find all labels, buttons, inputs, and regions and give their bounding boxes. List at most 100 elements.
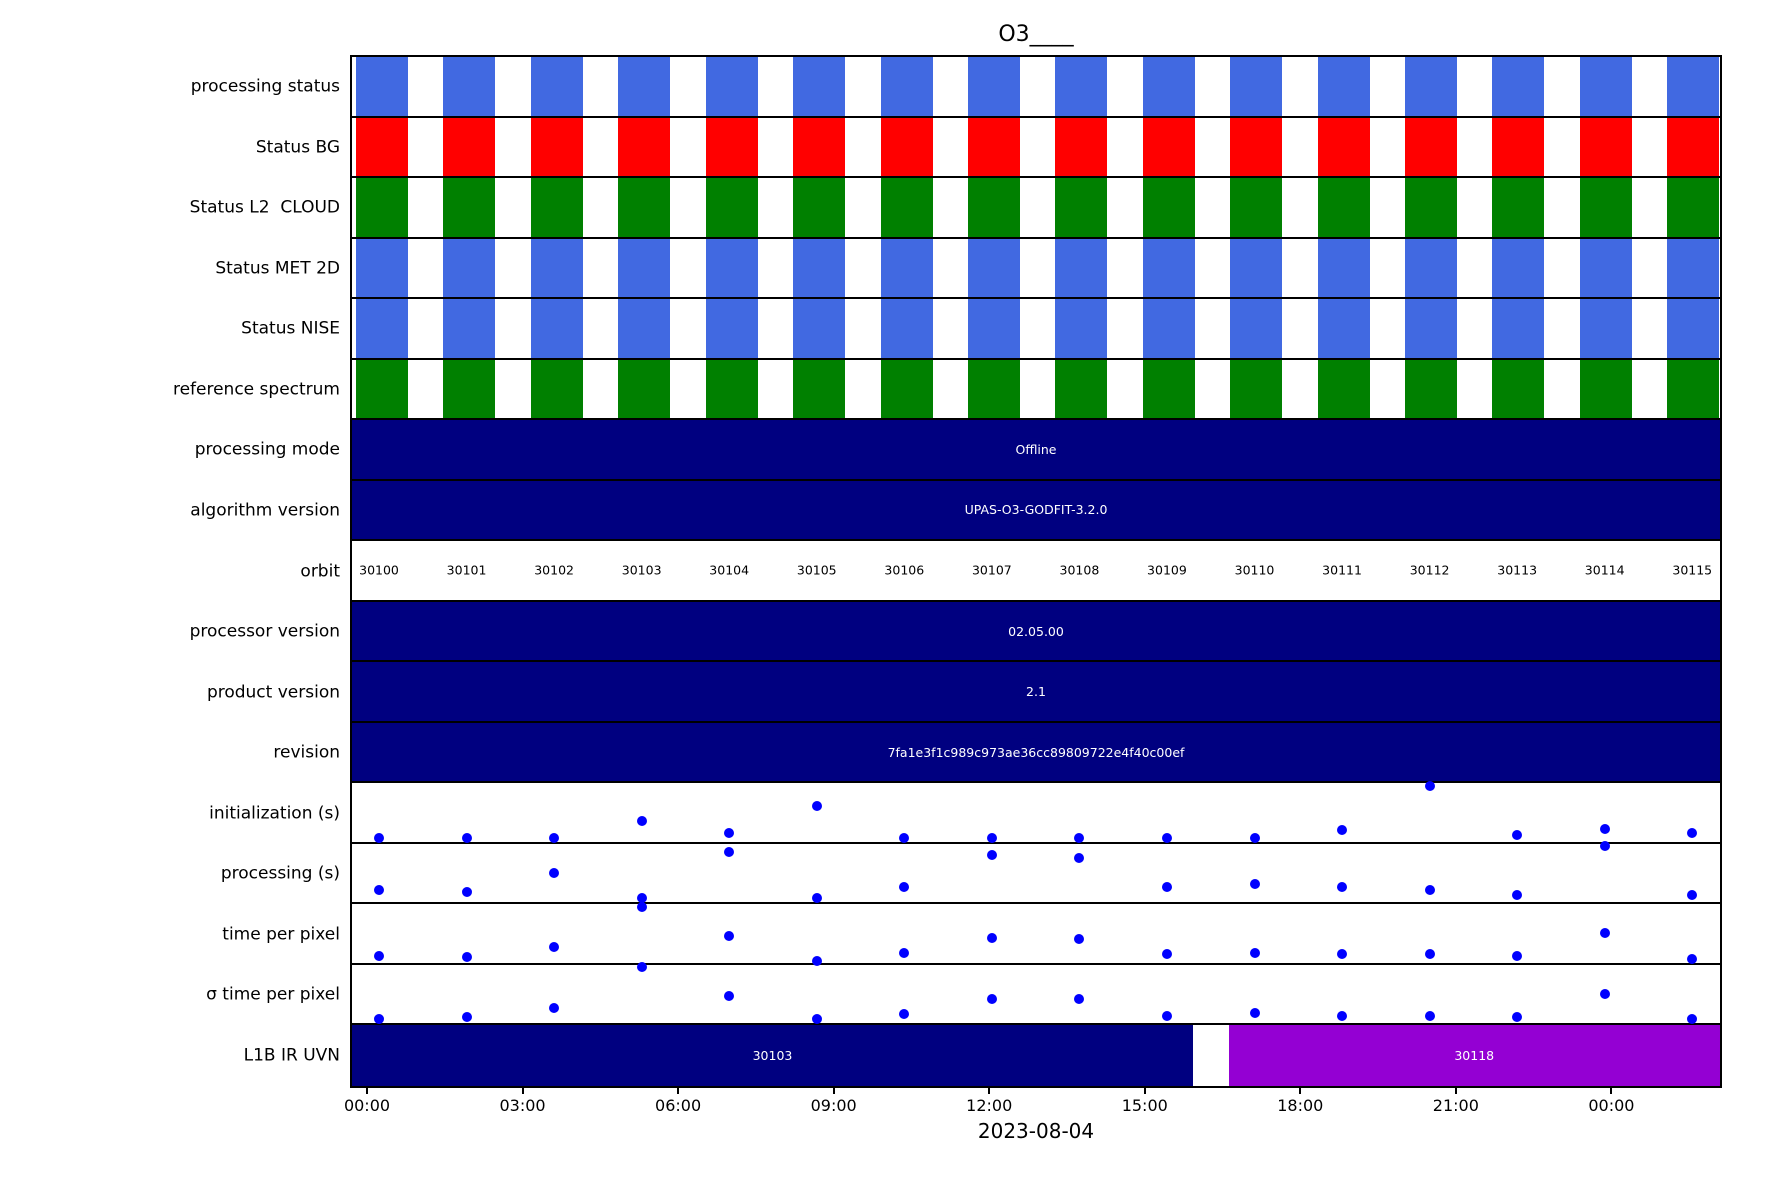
status-block-30102 <box>530 359 583 419</box>
status-block-30114 <box>1579 117 1632 177</box>
scatter-dot <box>1512 951 1523 962</box>
status-block-30114 <box>1579 238 1632 298</box>
status-block-30112 <box>1405 178 1458 237</box>
status-block-30113 <box>1492 299 1545 358</box>
row-product-version: 2.1 <box>352 662 1720 723</box>
row-processing-status <box>352 57 1720 118</box>
status-block-30114 <box>1579 299 1632 358</box>
x-tick <box>677 1086 680 1094</box>
x-tick-label-1800: 18:00 <box>1277 1096 1324 1115</box>
status-block-30104 <box>705 359 758 419</box>
scatter-dot <box>724 828 735 839</box>
status-block-30112 <box>1405 299 1458 358</box>
scatter-dot <box>899 882 910 893</box>
scatter-dot <box>724 991 735 1002</box>
scatter-dot <box>1337 949 1348 960</box>
status-block-30113 <box>1492 238 1545 298</box>
status-block-30103 <box>618 359 671 419</box>
status-block-30101 <box>443 117 496 177</box>
row-status-l2-cloud <box>352 178 1720 239</box>
status-block-30108 <box>1055 238 1108 298</box>
status-block-30112 <box>1405 238 1458 298</box>
status-block-30106 <box>880 238 933 298</box>
scatter-dot <box>1687 890 1698 901</box>
x-tick <box>988 1086 991 1094</box>
x-tick <box>521 1086 524 1094</box>
status-block-30110 <box>1230 359 1283 419</box>
scatter-dot <box>1512 829 1523 840</box>
status-block-30105 <box>793 57 846 116</box>
row-label-status-bg: Status BG <box>255 137 340 158</box>
status-block-30100 <box>356 178 408 237</box>
scatter-dot <box>636 902 647 913</box>
orbit-label-30111: 30111 <box>1322 562 1362 578</box>
row-label-l1b-ir-uvn: L1B IR UVN <box>243 1045 340 1066</box>
scatter-dot <box>636 893 647 904</box>
row-reference-spectrum <box>352 359 1720 421</box>
status-block-30113 <box>1492 359 1545 419</box>
status-block-30107 <box>967 178 1020 237</box>
status-block-30111 <box>1317 299 1370 358</box>
status-block-30104 <box>705 57 758 116</box>
status-block-30102 <box>530 299 583 358</box>
row-label-revision: revision <box>273 742 340 763</box>
scatter-dot <box>724 930 735 941</box>
row-algorithm-version: UPAS-O3-GODFIT-3.2.0 <box>352 480 1720 542</box>
status-block-30100 <box>356 117 408 177</box>
status-block-30106 <box>880 178 933 237</box>
orbit-label-30105: 30105 <box>796 562 837 578</box>
status-block-30107 <box>967 238 1020 298</box>
scatter-dot <box>1512 889 1523 900</box>
status-block-30103 <box>618 117 671 177</box>
scatter-dot <box>1249 833 1260 844</box>
status-block-30111 <box>1317 178 1370 237</box>
status-block-30106 <box>880 299 933 358</box>
orbit-label-30104: 30104 <box>709 562 750 578</box>
status-block-30105 <box>793 178 846 237</box>
scatter-dot <box>1161 1011 1172 1022</box>
x-tick <box>366 1086 368 1094</box>
status-block-30103 <box>618 57 671 116</box>
value-bar-processing-mode: Offline <box>352 420 1720 479</box>
row-label-algorithm-version: algorithm version <box>190 500 340 521</box>
row-label-status-met-2d: Status MET 2D <box>215 258 340 279</box>
scatter-dot <box>1337 1010 1348 1021</box>
orbit-label-30102: 30102 <box>534 562 574 578</box>
status-block-30102 <box>530 117 583 177</box>
chart-title: O3____ <box>998 22 1074 47</box>
value-bar-processor-version: 02.05.00 <box>352 601 1720 661</box>
scatter-dot <box>461 887 472 898</box>
row-label-processing-mode: processing mode <box>194 440 340 461</box>
status-block-30110 <box>1230 178 1283 237</box>
scatter-dot <box>1512 1012 1523 1023</box>
status-block-30106 <box>880 359 933 419</box>
status-block-30108 <box>1055 178 1108 237</box>
row-status-nise <box>352 299 1720 360</box>
scatter-dot <box>986 850 997 861</box>
status-block-30101 <box>443 57 496 116</box>
x-tick <box>1454 1086 1457 1094</box>
status-block-30100 <box>356 359 408 419</box>
row-orbit: 30100 30101 30102 30103 30104 30105 30106 30107… <box>352 541 1720 602</box>
row-status-met-2d <box>352 238 1720 300</box>
status-block-30105 <box>793 238 846 298</box>
scatter-dot <box>1599 989 1610 1000</box>
plot-area: Offline UPAS-O3-GODFIT-3.2.0 30100 30101 301… <box>350 55 1722 1088</box>
scatter-dot <box>374 950 384 961</box>
row-time-per-pixel <box>352 902 1720 966</box>
orbit-label-30108: 30108 <box>1059 562 1100 578</box>
x-tick-label-0300: 03:00 <box>499 1096 546 1115</box>
scatter-dot <box>1249 1008 1260 1019</box>
row-label-reference-spectrum: reference spectrum <box>172 379 340 400</box>
status-block-30108 <box>1055 57 1108 116</box>
status-block-30100 <box>356 238 408 298</box>
orbit-label-30112: 30112 <box>1409 562 1450 578</box>
timeline-segment-30103: 30103 <box>352 1025 1193 1086</box>
x-tick-label-2100: 21:00 <box>1432 1096 1479 1115</box>
scatter-dot <box>986 993 997 1004</box>
status-block-30101 <box>443 178 496 237</box>
scatter-dot <box>899 1009 910 1020</box>
scatter-dot <box>986 932 997 943</box>
status-block-30110 <box>1230 238 1283 298</box>
status-block-30106 <box>880 117 933 177</box>
